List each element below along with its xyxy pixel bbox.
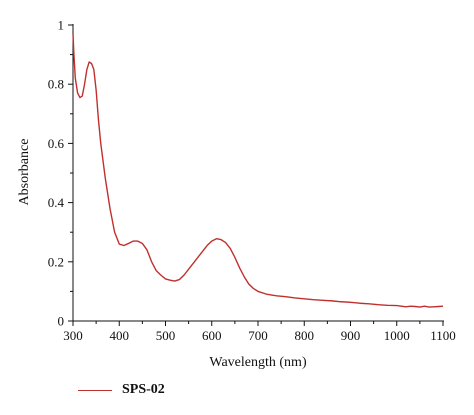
legend: SPS-02: [78, 381, 165, 399]
ticks: [68, 24, 444, 326]
x-tick-label: 1100: [430, 328, 456, 343]
y-tick-label: 0.6: [48, 136, 65, 151]
x-tick-label: 900: [341, 328, 361, 343]
axes: [72, 24, 444, 322]
series-layer: [72, 33, 444, 308]
x-tick-label: 1000: [384, 328, 410, 343]
y-tick-label: 1: [58, 18, 65, 33]
y-tick-label: 0: [58, 314, 65, 329]
y-tick-label: 0.4: [48, 195, 65, 210]
legend-label: SPS-02: [122, 382, 165, 397]
x-tick-label: 700: [248, 328, 268, 343]
x-tick-label: 600: [202, 328, 222, 343]
x-tick-label: 300: [63, 328, 83, 343]
x-tick-label: 500: [156, 328, 176, 343]
series-line-sps-02: [72, 33, 444, 308]
tick-labels: 300 400 500 600 700 800 900 1000 1100 0 0.2 0.4 0.6 0…: [48, 18, 456, 344]
y-tick-label: 0.8: [48, 77, 64, 92]
x-tick-label: 400: [110, 328, 130, 343]
y-axis-title: Absorbance: [17, 139, 32, 206]
legend-swatch: [78, 389, 112, 391]
y-tick-label: 0.2: [48, 254, 64, 269]
x-axis-title: Wavelength (nm): [209, 355, 307, 370]
x-tick-label: 800: [295, 328, 315, 343]
